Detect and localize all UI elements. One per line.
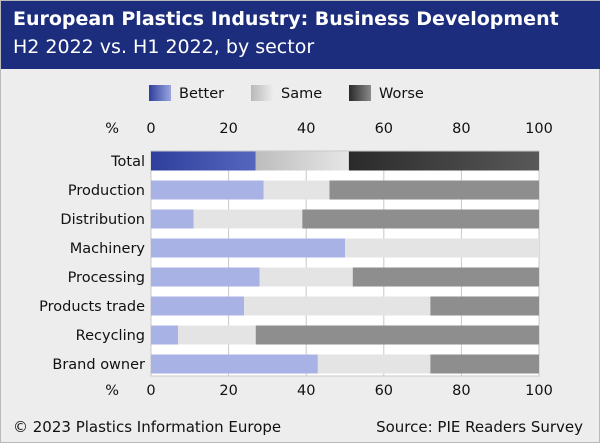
chart-subtitle: H2 2022 vs. H1 2022, by sector <box>13 36 315 58</box>
bar-production-worse <box>329 180 539 200</box>
tick-label-bottom-60: 60 <box>375 383 393 399</box>
bar-processing-better <box>151 267 260 287</box>
legend-label-same: Same <box>281 86 322 102</box>
category-label-production: Production <box>68 183 145 199</box>
tick-label-top-80: 80 <box>452 121 470 137</box>
bar-brand-owner-same <box>317 354 431 374</box>
category-label-processing: Processing <box>68 270 145 286</box>
axis-unit-bottom: % <box>105 383 119 399</box>
category-label-distribution: Distribution <box>60 212 145 228</box>
legend-swatch-better <box>149 85 171 101</box>
bar-products-trade-same <box>244 296 431 316</box>
bar-machinery-better <box>151 238 345 258</box>
bar-machinery-same <box>345 238 539 258</box>
bar-recycling-worse <box>255 325 539 345</box>
tick-label-bottom-0: 0 <box>146 383 155 399</box>
bar-products-trade-worse <box>430 296 539 316</box>
legend-swatch-same <box>251 85 273 101</box>
category-label-products-trade: Products trade <box>39 299 145 315</box>
bar-production-same <box>263 180 330 200</box>
chart-header: European Plastics Industry: Business Dev… <box>1 1 600 69</box>
tick-label-top-100: 100 <box>525 121 553 137</box>
bar-products-trade-better <box>151 296 245 316</box>
legend-label-worse: Worse <box>379 86 424 102</box>
category-label-total: Total <box>110 154 145 170</box>
copyright-text: © 2023 Plastics Information Europe <box>13 418 282 436</box>
bar-brand-owner-better <box>151 354 318 374</box>
bar-total-worse <box>348 151 539 171</box>
category-label-brand-owner: Brand owner <box>52 357 145 373</box>
legend-swatch-worse <box>349 85 371 101</box>
bar-total-same <box>255 151 349 171</box>
tick-label-bottom-80: 80 <box>452 383 470 399</box>
tick-label-bottom-20: 20 <box>219 383 237 399</box>
axis-ticks: % 0 20 40 60 80 100% 0 20 40 60 80 100 <box>105 121 553 399</box>
tick-label-bottom-40: 40 <box>297 383 315 399</box>
category-label-recycling: Recycling <box>76 328 145 344</box>
bar-distribution-worse <box>302 209 539 229</box>
bar-processing-worse <box>352 267 539 287</box>
category-labels: Total Production Distribution Machinery Proc… <box>39 154 145 373</box>
legend: Better Same Worse <box>149 85 424 102</box>
bar-production-better <box>151 180 264 200</box>
stacked-bar-chart: Better Same Worse % 0 20 40 60 80 100% 0 20 40 60 80 1… <box>39 85 553 399</box>
tick-label-top-60: 60 <box>375 121 393 137</box>
bar-recycling-same <box>178 325 256 345</box>
tick-label-bottom-100: 100 <box>525 383 553 399</box>
bar-brand-owner-worse <box>430 354 539 374</box>
tick-label-top-0: 0 <box>146 121 155 137</box>
bar-recycling-better <box>151 325 179 345</box>
legend-label-better: Better <box>179 86 224 102</box>
category-label-machinery: Machinery <box>70 241 146 257</box>
axis-unit-top: % <box>105 121 119 137</box>
chart-title: European Plastics Industry: Business Dev… <box>13 8 559 30</box>
tick-label-top-20: 20 <box>219 121 237 137</box>
bar-total-better <box>151 151 256 171</box>
bars <box>151 151 539 374</box>
bar-distribution-better <box>151 209 194 229</box>
bar-distribution-same <box>193 209 303 229</box>
bar-processing-same <box>259 267 353 287</box>
source-text: Source: PIE Readers Survey <box>376 418 583 436</box>
tick-label-top-40: 40 <box>297 121 315 137</box>
